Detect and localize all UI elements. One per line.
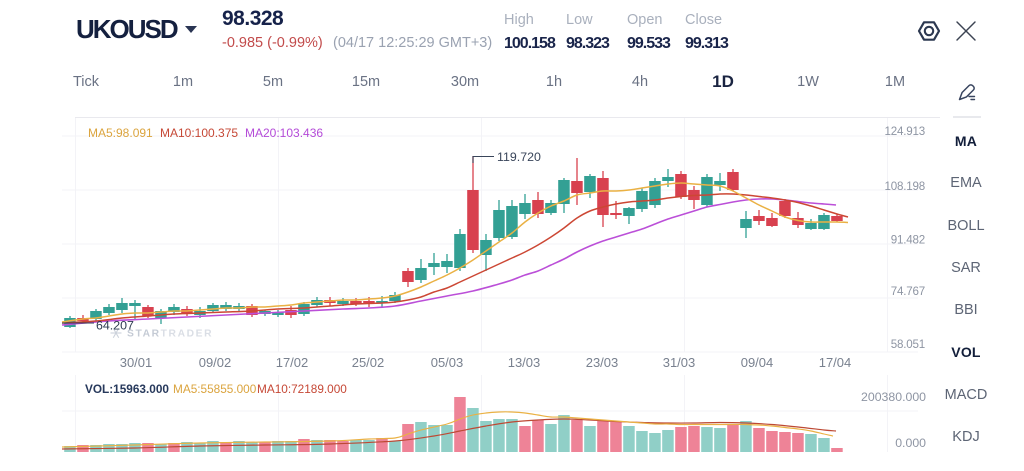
svg-text:74.767: 74.767	[891, 285, 925, 298]
svg-text:VOL:15963.000: VOL:15963.000	[85, 382, 169, 396]
svg-text:MA20:103.436: MA20:103.436	[245, 126, 323, 140]
svg-text:09/02: 09/02	[199, 355, 232, 370]
svg-text:124.913: 124.913	[884, 125, 925, 138]
svg-text:MA5:55855.000: MA5:55855.000	[173, 382, 257, 396]
svg-text:91.482: 91.482	[891, 234, 925, 247]
svg-text:58.051: 58.051	[891, 338, 925, 351]
svg-text:25/02: 25/02	[352, 355, 385, 370]
svg-text:13/03: 13/03	[508, 355, 541, 370]
svg-text:09/04: 09/04	[741, 355, 774, 370]
svg-text:0.000: 0.000	[895, 436, 926, 450]
svg-text:31/03: 31/03	[663, 355, 696, 370]
svg-text:MA10:100.375: MA10:100.375	[160, 126, 238, 140]
svg-text:17/04: 17/04	[819, 355, 852, 370]
svg-text:64.207: 64.207	[96, 319, 134, 333]
svg-text:200380.000: 200380.000	[861, 390, 926, 404]
svg-text:23/03: 23/03	[586, 355, 619, 370]
svg-text:119.720: 119.720	[497, 150, 541, 164]
svg-text:STARTRADER: STARTRADER	[127, 329, 213, 340]
svg-text:108.198: 108.198	[884, 180, 925, 193]
svg-text:30/01: 30/01	[120, 355, 153, 370]
svg-text:MA5:98.091: MA5:98.091	[88, 126, 153, 140]
svg-text:05/03: 05/03	[431, 355, 464, 370]
svg-text:MA10:72189.000: MA10:72189.000	[257, 382, 347, 396]
svg-text:17/02: 17/02	[276, 355, 309, 370]
